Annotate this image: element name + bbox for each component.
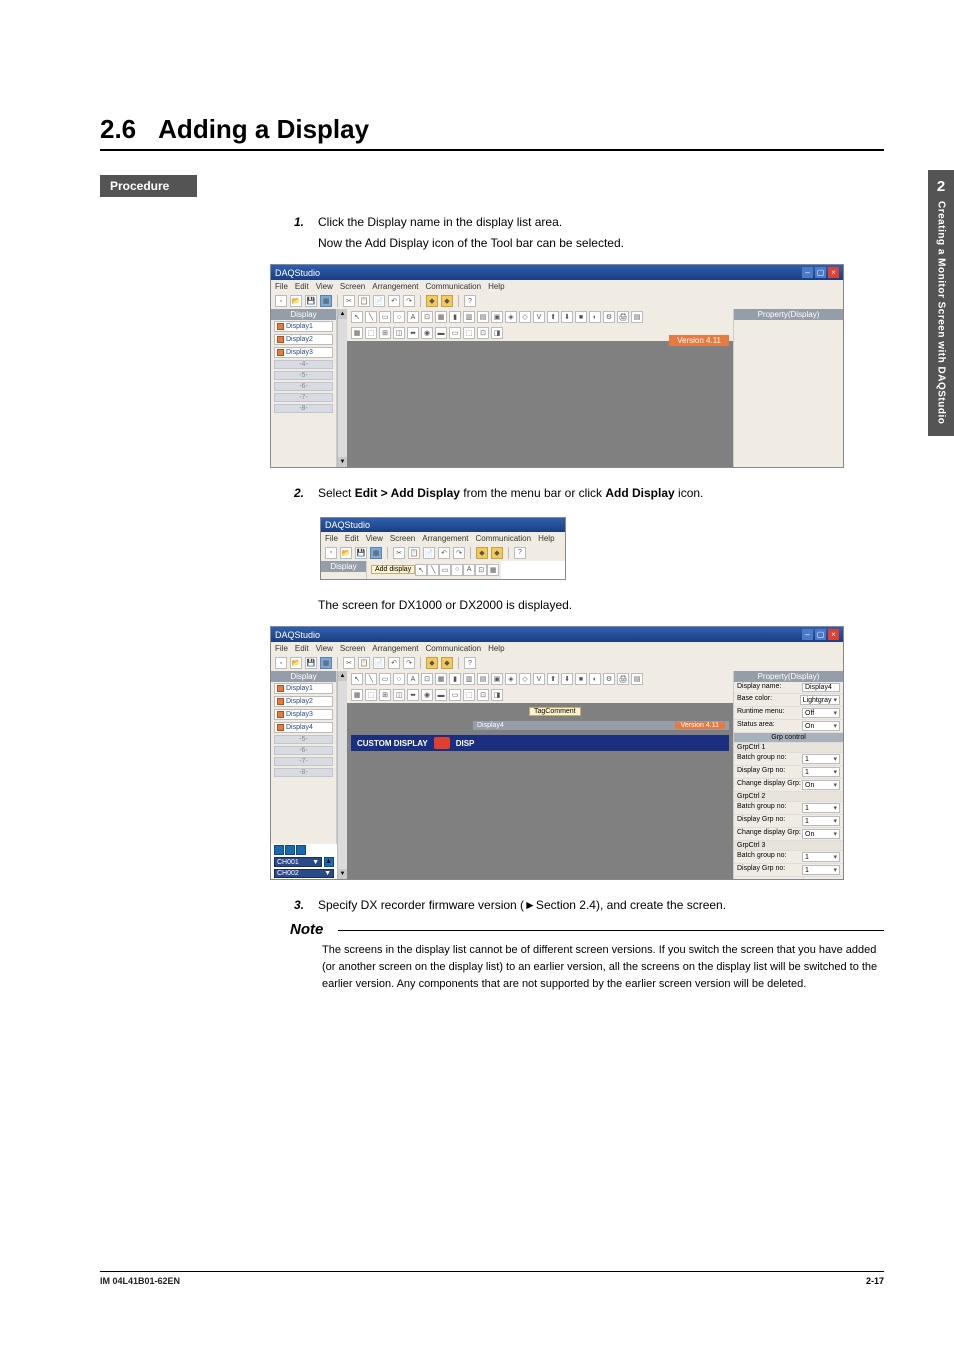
main-toolbar: ▫📂💾▦✂📋📄↶↷◆◆?: [271, 293, 843, 309]
tool-icon[interactable]: [274, 845, 284, 855]
channel-chip[interactable]: CH001▼: [274, 857, 322, 867]
note-heading: Note: [290, 921, 884, 938]
display-item[interactable]: Display3: [274, 347, 333, 358]
footer-page-num: 2-17: [866, 1276, 884, 1286]
footer-doc-id: IM 04L41B01-62EN: [100, 1276, 180, 1286]
heading-text: Adding a Display: [158, 114, 369, 144]
add-display-icon[interactable]: ▦: [320, 295, 332, 307]
screenshot-2: DAQStudio FileEditViewScreenArrangementC…: [320, 517, 566, 580]
version-chip: Version 4.11: [669, 335, 729, 346]
scrollbar[interactable]: ▲▼: [337, 309, 347, 467]
add-display-tooltip: Add display: [371, 565, 415, 574]
display-item[interactable]: Display1: [274, 321, 333, 332]
step-2-desc: The screen for DX1000 or DX2000 is displ…: [318, 596, 884, 615]
chapter-title: Creating a Monitor Screen with DAQStudio: [936, 201, 947, 424]
display-list-panel: Display Display1 Display2 Display3 -4- -…: [271, 309, 337, 467]
help-icon[interactable]: ?: [464, 295, 476, 307]
tagcomment-tooltip: TagComment: [529, 707, 581, 716]
chapter-number: 2: [937, 178, 945, 195]
property-header: Property(Display): [734, 309, 843, 320]
alarm-icon: [434, 737, 450, 749]
open-icon[interactable]: 📂: [290, 295, 302, 307]
save-icon[interactable]: 💾: [305, 295, 317, 307]
display-slot[interactable]: -6-: [274, 382, 333, 391]
step-1-line2: Now the Add Display icon of the Tool bar…: [318, 234, 884, 253]
menu-bar[interactable]: FileEditViewScreenArrangementCommunicati…: [271, 280, 843, 293]
page-footer: IM 04L41B01-62EN 2-17: [100, 1271, 884, 1286]
close-icon[interactable]: ×: [828, 267, 839, 278]
step-1: 1. Click the Display name in the display…: [290, 213, 884, 252]
rect-icon[interactable]: ▭: [379, 311, 391, 323]
channel-panel: CH001▼▲ CH002▼: [271, 844, 337, 879]
step-3: 3. Specify DX recorder firmware version …: [290, 896, 884, 915]
new-icon[interactable]: ▫: [275, 295, 287, 307]
window-title: DAQStudio: [275, 268, 320, 278]
pointer-icon[interactable]: ↖: [351, 311, 363, 323]
display-list-header: Display: [271, 309, 336, 320]
step-1-line1: Click the Display name in the display li…: [318, 213, 884, 232]
custom-display-bar: CUSTOM DISPLAYDISP: [351, 735, 729, 751]
step-2: 2. Select Edit > Add Display from the me…: [290, 484, 884, 503]
line-icon[interactable]: ╲: [365, 311, 377, 323]
screenshot-1: DAQStudio –▢× FileEditViewScreenArrangem…: [270, 264, 844, 468]
display-window-header: Display4Version 4.11: [473, 721, 729, 730]
window-titlebar: DAQStudio –▢×: [271, 265, 843, 280]
screenshot-3: DAQStudio–▢× FileEditViewScreenArrangeme…: [270, 626, 844, 880]
minimize-icon[interactable]: –: [802, 267, 813, 278]
display-slot[interactable]: -8-: [274, 404, 333, 413]
display-item[interactable]: Display2: [274, 334, 333, 345]
text-icon[interactable]: A: [407, 311, 419, 323]
display-slot[interactable]: -7-: [274, 393, 333, 402]
chapter-tab: 2 Creating a Monitor Screen with DAQStud…: [928, 170, 954, 436]
page-heading: 2.6 Adding a Display: [100, 114, 884, 151]
canvas-area: ↖╲▭○A⊡▦▮▥▤▣◈◇V⬆⬇■◐⚙🖨▤ ▦⬚⊞◫⬌◉▬▭⬚⊡◨ Versio…: [347, 309, 733, 467]
note-body: The screens in the display list cannot b…: [322, 942, 884, 993]
circle-icon[interactable]: ○: [393, 311, 405, 323]
channel-chip[interactable]: CH002▼: [274, 869, 334, 878]
maximize-icon[interactable]: ▢: [815, 267, 826, 278]
display-slot[interactable]: -4-: [274, 360, 333, 369]
procedure-label: Procedure: [100, 175, 197, 197]
section-number: 2.6: [100, 114, 136, 144]
property-panel: Property(Display): [733, 309, 843, 467]
display-slot[interactable]: -5-: [274, 371, 333, 380]
